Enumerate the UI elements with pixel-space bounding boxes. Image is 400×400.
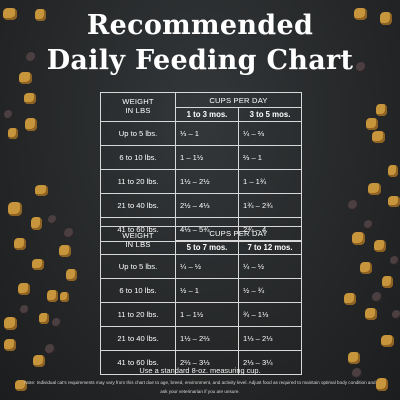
measuring-cup-note: Use a standard 8-oz. measuring cup. [139,366,261,375]
cups-header: CUPS PER DAY [174,226,303,241]
cups-cell: 1½ – 2½ [175,169,239,194]
table-row: 21 to 40 lbs. 1½ – 2⅔ 1⅓ – 2⅓ [100,326,303,351]
weight-cell: 6 to 10 lbs. [100,278,176,303]
weight-cell: 21 to 40 lbs. [100,193,176,218]
cups-cell: 1 – 1¾ [237,169,303,194]
cups-cell: ¾ – 1⅓ [237,302,303,327]
cups-cell: 1⅓ – 2⅓ [237,326,303,351]
cups-cell: ¼ – ⅔ [237,121,303,146]
page-title-line2: Daily Feeding Chart [46,45,354,76]
weight-header-line2: IN LBS [125,106,151,115]
cups-cell: ¼ – ½ [175,254,239,279]
age-header-1-3-mos: 1 to 3 mos. [175,107,239,122]
table-row: Up to 5 lbs. ⅓ – 1 ¼ – ⅔ [100,121,303,146]
age-header-7-12-mos: 7 to 12 mos. [237,240,303,255]
weight-cell: 21 to 40 lbs. [100,326,176,351]
weight-header-line2: IN LBS [125,239,151,249]
weight-cell: 11 to 20 lbs. [100,302,176,327]
age-header-3-5-mos: 3 to 5 mos. [237,107,303,122]
cups-cell: ⅔ – 1 [237,145,303,170]
table-row: 11 to 20 lbs. 1 – 1½ ¾ – 1⅓ [100,302,303,327]
feeding-table-kittens-young: WEIGHT IN LBS CUPS PER DAY 1 to 3 mos. 3… [100,92,303,242]
table-row: 11 to 20 lbs. 1½ – 2½ 1 – 1¾ [100,169,303,194]
weight-header-line1: WEIGHT [122,97,154,107]
weight-cell: 11 to 20 lbs. [100,169,176,194]
disclaimer-note: Note: Individual cat's requirements may … [24,380,376,394]
weight-cell: 41 to 60 lbs. [100,350,176,375]
page-title-line1: Recommended [86,10,314,41]
cups-cell: ½ – 1 [175,278,239,303]
weight-header: WEIGHT IN LBS [100,226,176,255]
cups-cell: 1 – 1½ [175,302,239,327]
weight-cell: 6 to 10 lbs. [100,145,176,170]
cups-cell: 1 – 1½ [175,145,239,170]
cups-cell: ⅓ – 1 [175,121,239,146]
weight-header-line1: WEIGHT [122,230,154,240]
cups-cell: 1½ – 2⅔ [175,326,239,351]
feeding-table-kittens-older: WEIGHT IN LBS CUPS PER DAY 5 to 7 mos. 7… [100,226,303,375]
cups-cell: 1¾ – 2¾ [237,193,303,218]
weight-header: WEIGHT IN LBS [100,92,176,122]
weight-cell: Up to 5 lbs. [100,254,176,279]
weight-cell: Up to 5 lbs. [100,121,176,146]
cups-cell: 2½ – 4⅓ [175,193,239,218]
table-row: 21 to 40 lbs. 2½ – 4⅓ 1¾ – 2¾ [100,193,303,218]
table-row: 6 to 10 lbs. 1 – 1½ ⅔ – 1 [100,145,303,170]
cups-cell: ¼ – ½ [237,254,303,279]
table-row: 6 to 10 lbs. ½ – 1 ½ – ¾ [100,278,303,303]
cups-cell: ½ – ¾ [237,278,303,303]
cups-header: CUPS PER DAY [174,92,303,108]
table-row: Up to 5 lbs. ¼ – ½ ¼ – ½ [100,254,303,279]
table-row: 41 to 60 lbs. 2⅔ – 3⅓ 2⅓ – 3¼ [100,350,303,375]
cups-cell: 2⅓ – 3¼ [237,350,303,375]
age-header-5-7-mos: 5 to 7 mos. [175,240,239,255]
